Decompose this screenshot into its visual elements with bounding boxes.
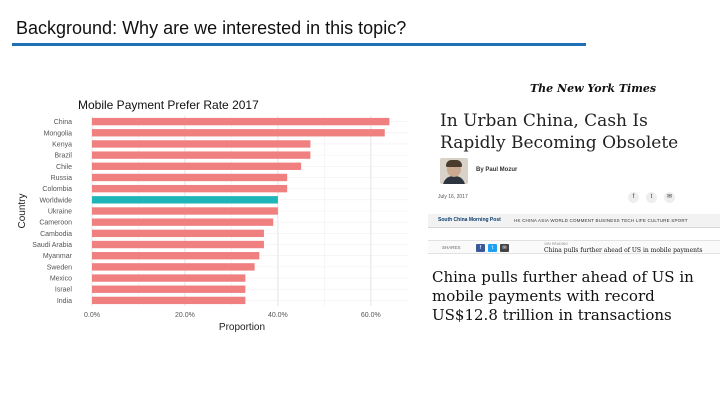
bar-chart-panel: China Mongolia Kenya Brazil Chile Russia Colom… [12, 96, 412, 334]
bar-brazil [92, 151, 311, 159]
y-tick-label: Sweden [47, 264, 72, 271]
y-tick-label: Cambodia [40, 231, 72, 238]
y-tick-label: Myanmar [43, 253, 73, 260]
y-tick-label: Chile [56, 164, 72, 171]
x-tick-label: 40.0% [268, 312, 288, 319]
x-tick-label: 60.0% [361, 312, 381, 319]
facebook-icon: f [628, 192, 639, 203]
y-tick-label: Russia [51, 175, 73, 182]
bar-cameroon [92, 218, 274, 226]
email-icon: ✉ [664, 192, 675, 203]
bar-india [92, 296, 246, 305]
bar-chile [92, 162, 302, 170]
scmp-share-bar: SHARES f t ✉ 10% READING China pulls fur… [428, 240, 720, 254]
x-tick-label: 20.0% [175, 312, 195, 319]
nyt-byline: By Paul Mozur [476, 167, 518, 173]
title-underline [12, 43, 586, 46]
y-tick-label: Worldwide [39, 197, 72, 204]
bar-saudi-arabia [92, 240, 264, 249]
bar-sweden [92, 263, 255, 271]
bar-russia [92, 173, 288, 182]
bar-kenya [92, 140, 311, 148]
y-tick-label: Mexico [50, 276, 72, 283]
bar-worldwide [92, 196, 278, 204]
email-icon: ✉ [500, 244, 509, 252]
y-tick-label: Colombia [42, 186, 72, 193]
scmp-logo: South China Morning Post [438, 217, 501, 223]
scmp-mini-headline: China pulls further ahead of US in mobil… [544, 247, 703, 254]
twitter-icon: t [646, 192, 657, 203]
bar-china [92, 117, 390, 126]
y-tick-label: Kenya [52, 141, 72, 148]
scmp-headline: China pulls further ahead of US in mobil… [432, 268, 694, 324]
scmp-nav-bar: South China Morning Post HK CHINA ASIA W… [428, 214, 720, 228]
nyt-masthead-logo: The New York Times [530, 82, 657, 95]
bar-cambodia [92, 229, 264, 238]
y-tick-label: Cameroon [39, 220, 72, 227]
nyt-article-clipping: The New York Times In Urban China, Cash … [428, 78, 690, 210]
nyt-date: July 16, 2017 [438, 194, 468, 200]
bar-chart: China Mongolia Kenya Brazil Chile Russia Colom… [17, 116, 408, 333]
y-tick-label: Ukraine [48, 209, 72, 216]
facebook-icon: f [476, 244, 485, 252]
slide-title: Background: Why are we interested in thi… [16, 18, 407, 38]
y-tick-label: Saudi Arabia [32, 242, 72, 249]
author-avatar [440, 158, 468, 184]
bar-ukraine [92, 207, 278, 215]
x-tick-label: 0.0% [84, 312, 100, 319]
bar-colombia [92, 184, 288, 193]
y-tick-label: India [57, 298, 72, 305]
bar-myanmar [92, 252, 260, 260]
nyt-headline: In Urban China, Cash Is Rapidly Becoming… [440, 111, 679, 153]
y-axis-label: Country [17, 193, 28, 228]
twitter-icon: t [488, 244, 497, 252]
bar-mexico [92, 274, 246, 282]
bar-mongolia [92, 129, 385, 137]
y-tick-label: Mongolia [44, 130, 73, 137]
y-tick-label: China [54, 119, 72, 126]
y-tick-label: Brazil [54, 153, 72, 160]
scmp-reading-label: 10% READING [544, 242, 568, 246]
scmp-nav-items: HK CHINA ASIA WORLD COMMENT BUSINESS TEC… [514, 218, 688, 223]
chart-title: Mobile Payment Prefer Rate 2017 [78, 98, 259, 112]
x-axis-label: Proportion [219, 322, 265, 333]
scmp-shares-label: SHARES [442, 245, 461, 250]
scmp-article-clipping: South China Morning Post HK CHINA ASIA W… [428, 214, 720, 330]
y-tick-label: Israel [55, 287, 73, 294]
bar-israel [92, 285, 246, 293]
